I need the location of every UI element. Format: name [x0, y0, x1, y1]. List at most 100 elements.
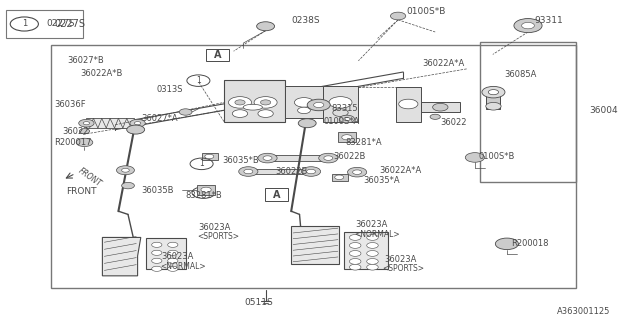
- Circle shape: [367, 235, 378, 240]
- Circle shape: [179, 109, 192, 115]
- Text: 36022A*A: 36022A*A: [422, 60, 465, 68]
- Circle shape: [353, 170, 362, 174]
- Text: 36022B: 36022B: [333, 152, 365, 161]
- Bar: [480, 42, 576, 182]
- Text: 36027*B: 36027*B: [67, 56, 104, 65]
- Bar: [197, 185, 215, 195]
- Circle shape: [349, 243, 361, 248]
- Circle shape: [342, 135, 352, 140]
- Circle shape: [367, 264, 378, 270]
- Text: 83281*B: 83281*B: [186, 191, 222, 200]
- Circle shape: [349, 259, 361, 264]
- Bar: [323, 86, 358, 122]
- Circle shape: [168, 258, 178, 263]
- Circle shape: [329, 97, 352, 108]
- Circle shape: [367, 259, 378, 264]
- Bar: [344, 232, 388, 269]
- Circle shape: [301, 167, 321, 176]
- Text: 36035*A: 36035*A: [364, 176, 400, 185]
- Text: 83315: 83315: [332, 104, 358, 113]
- Bar: [421, 102, 460, 112]
- Circle shape: [152, 266, 162, 271]
- Circle shape: [465, 153, 484, 162]
- Text: FRONT: FRONT: [77, 166, 103, 189]
- Circle shape: [433, 103, 448, 111]
- Circle shape: [307, 169, 316, 174]
- Text: A: A: [214, 50, 221, 60]
- Text: 36022A*B: 36022A*B: [80, 69, 122, 78]
- Bar: [291, 226, 339, 264]
- Circle shape: [260, 100, 271, 105]
- Circle shape: [263, 156, 272, 160]
- Text: 0100S*B: 0100S*B: [479, 152, 515, 161]
- Bar: [265, 188, 288, 201]
- Circle shape: [339, 115, 355, 123]
- Circle shape: [258, 110, 273, 117]
- Text: 36035B: 36035B: [141, 186, 173, 195]
- Text: 93311: 93311: [534, 16, 563, 25]
- Text: 36022A*A: 36022A*A: [379, 166, 421, 175]
- Circle shape: [130, 119, 145, 127]
- Text: <SPORTS>: <SPORTS>: [383, 264, 425, 273]
- Circle shape: [152, 242, 162, 247]
- Text: <SPORTS>: <SPORTS>: [197, 232, 239, 241]
- Bar: [338, 132, 356, 142]
- Text: 0227S: 0227S: [46, 20, 75, 28]
- Bar: [486, 89, 500, 109]
- Bar: [248, 169, 311, 174]
- Text: 1: 1: [196, 76, 201, 85]
- Circle shape: [324, 156, 333, 160]
- Text: 0100S*A: 0100S*A: [323, 117, 360, 126]
- Text: A: A: [273, 189, 280, 200]
- Circle shape: [522, 22, 534, 29]
- Bar: [396, 87, 421, 122]
- Circle shape: [122, 182, 134, 189]
- Bar: [146, 238, 186, 269]
- Circle shape: [122, 168, 129, 172]
- Circle shape: [76, 138, 93, 147]
- Circle shape: [239, 167, 258, 176]
- Ellipse shape: [243, 104, 262, 110]
- Text: <NORMAL>: <NORMAL>: [354, 230, 399, 239]
- Circle shape: [349, 251, 361, 256]
- Bar: [202, 153, 218, 160]
- Circle shape: [488, 90, 499, 95]
- Circle shape: [228, 97, 252, 108]
- Circle shape: [495, 238, 518, 250]
- Circle shape: [244, 169, 253, 174]
- Text: 36022B: 36022B: [275, 167, 308, 176]
- Circle shape: [134, 122, 141, 125]
- Circle shape: [258, 153, 277, 163]
- Circle shape: [298, 107, 310, 114]
- Bar: [51, 45, 576, 288]
- Text: FRONT: FRONT: [66, 188, 97, 196]
- Circle shape: [257, 22, 275, 31]
- Text: 36022: 36022: [62, 127, 88, 136]
- Circle shape: [168, 242, 178, 247]
- Circle shape: [348, 167, 367, 177]
- Text: 1: 1: [201, 188, 206, 197]
- Circle shape: [79, 129, 90, 134]
- Circle shape: [116, 166, 134, 175]
- Text: <NORMAL>: <NORMAL>: [160, 262, 205, 271]
- Circle shape: [349, 235, 361, 240]
- Circle shape: [127, 125, 145, 134]
- Polygon shape: [102, 237, 141, 276]
- Text: 36023A: 36023A: [161, 252, 194, 261]
- Circle shape: [201, 187, 211, 192]
- Text: 0313S: 0313S: [157, 85, 183, 94]
- Circle shape: [307, 99, 330, 111]
- Text: 1: 1: [22, 20, 27, 28]
- Circle shape: [168, 250, 178, 255]
- Text: 36023A: 36023A: [384, 255, 417, 264]
- Text: 36027*A: 36027*A: [141, 114, 177, 123]
- Circle shape: [486, 102, 501, 110]
- Circle shape: [232, 110, 248, 117]
- Circle shape: [83, 122, 90, 125]
- Bar: [285, 86, 323, 118]
- Circle shape: [319, 153, 338, 163]
- Text: 36036F: 36036F: [54, 100, 86, 109]
- Circle shape: [367, 251, 378, 256]
- Circle shape: [344, 117, 350, 121]
- Circle shape: [482, 86, 505, 98]
